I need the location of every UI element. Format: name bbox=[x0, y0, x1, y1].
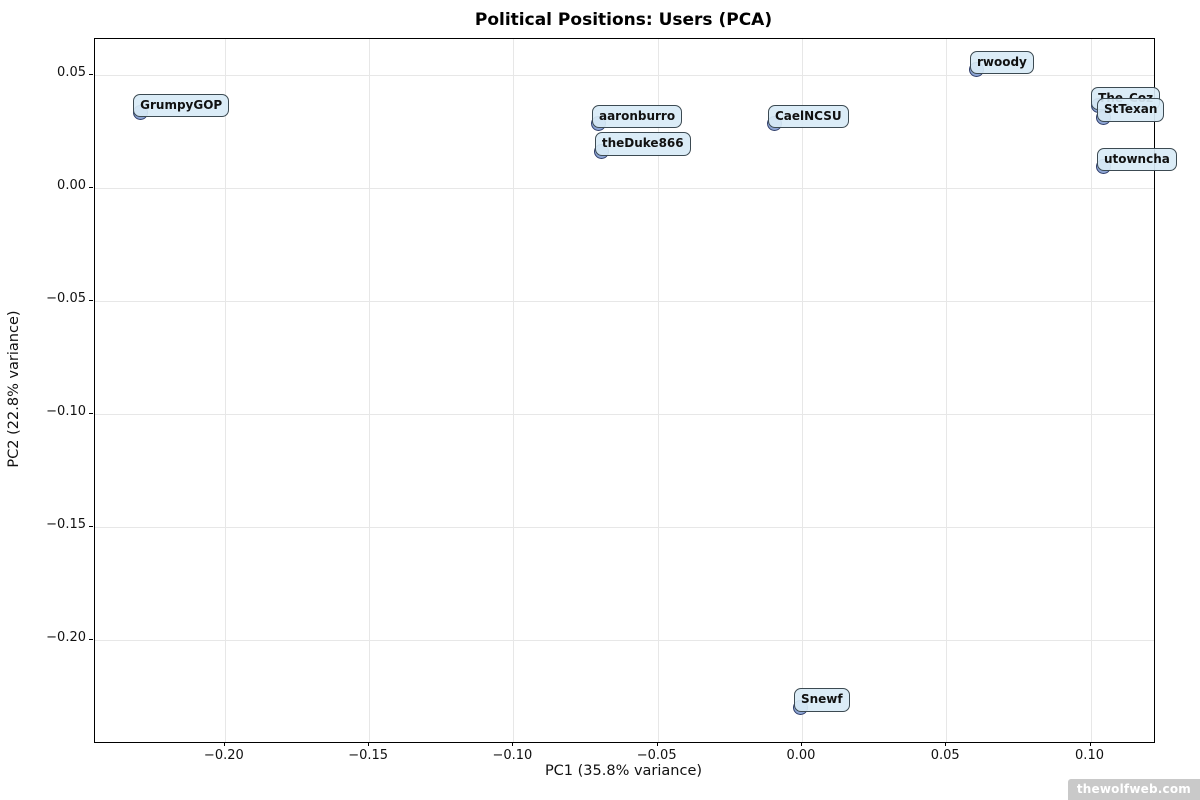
y-tick-label: −0.15 bbox=[46, 517, 86, 533]
x-tick-label: 0.00 bbox=[786, 748, 816, 763]
x-tick-label: 0.10 bbox=[1075, 748, 1104, 763]
x-gridline bbox=[369, 39, 371, 742]
x-tick-label: 0.05 bbox=[930, 748, 960, 763]
y-tick-label: −0.20 bbox=[46, 630, 86, 646]
point-label-CaelNCSU: CaelNCSU bbox=[767, 104, 849, 129]
x-tick-mark bbox=[800, 742, 802, 746]
y-tick-mark bbox=[89, 526, 93, 528]
x-tick-mark bbox=[945, 742, 947, 746]
x-tick-label: −0.20 bbox=[203, 748, 244, 763]
x-tick-mark bbox=[656, 742, 658, 746]
chart-title: Political Positions: Users (PCA) bbox=[474, 10, 773, 30]
x-tick-mark bbox=[512, 742, 514, 746]
y-tick-mark bbox=[89, 300, 93, 302]
x-gridline bbox=[946, 39, 948, 742]
y-axis-label: PC2 (22.8% variance) bbox=[6, 310, 22, 468]
x-tick-label: −0.15 bbox=[348, 748, 389, 763]
y-tick-label: −0.10 bbox=[46, 404, 86, 420]
point-label-Snewf: Snewf bbox=[793, 688, 850, 712]
y-tick-label: 0.00 bbox=[57, 178, 86, 194]
y-tick-mark bbox=[89, 74, 93, 76]
point-label-StTexan: StTexan bbox=[1096, 98, 1165, 122]
x-gridline bbox=[657, 39, 659, 742]
y-gridline bbox=[95, 188, 1154, 190]
x-tick-mark bbox=[223, 742, 225, 746]
y-gridline bbox=[95, 301, 1154, 303]
y-gridline bbox=[95, 75, 1154, 77]
y-tick-mark bbox=[89, 639, 93, 641]
point-label-rwoody: rwoody bbox=[969, 50, 1034, 75]
x-gridline bbox=[801, 39, 803, 742]
y-tick-mark bbox=[89, 187, 93, 189]
y-gridline bbox=[95, 527, 1154, 529]
y-gridline bbox=[95, 414, 1154, 416]
x-axis-label: PC1 (35.8% variance) bbox=[544, 763, 703, 779]
x-tick-mark bbox=[1089, 742, 1091, 746]
x-gridline bbox=[224, 39, 226, 742]
x-tick-label: −0.10 bbox=[492, 748, 533, 763]
y-tick-label: −0.05 bbox=[46, 291, 86, 307]
x-tick-label: −0.05 bbox=[636, 748, 677, 763]
point-label-aaronburro: aaronburro bbox=[591, 104, 683, 129]
y-gridline bbox=[95, 640, 1154, 642]
x-gridline bbox=[1090, 39, 1092, 742]
point-label-GrumpyGOP: GrumpyGOP bbox=[133, 93, 230, 118]
point-label-utowncha: utowncha bbox=[1096, 147, 1177, 172]
point-label-theDuke866: theDuke866 bbox=[594, 132, 691, 156]
y-tick-mark bbox=[89, 413, 93, 415]
watermark: thewolfweb.com bbox=[1067, 779, 1200, 800]
x-tick-mark bbox=[368, 742, 370, 746]
x-gridline bbox=[513, 39, 515, 742]
y-tick-label: 0.05 bbox=[57, 65, 86, 81]
